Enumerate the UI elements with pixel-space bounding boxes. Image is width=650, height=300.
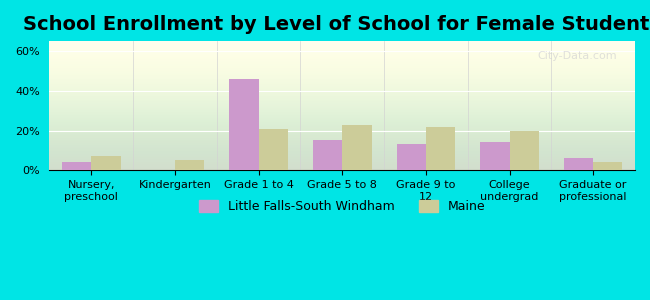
Bar [593, 162, 623, 170]
Bar [91, 156, 120, 170]
Legend: Little Falls-South Windham, Maine: Little Falls-South Windham, Maine [194, 195, 491, 218]
Bar [62, 162, 91, 170]
Bar [313, 140, 343, 170]
Bar [343, 124, 372, 170]
Bar [396, 144, 426, 170]
Bar [259, 128, 288, 170]
Bar [564, 158, 593, 170]
Bar [480, 142, 510, 170]
Text: City-Data.com: City-Data.com [538, 51, 618, 62]
Bar [426, 127, 455, 170]
Bar [229, 79, 259, 170]
Title: School Enrollment by Level of School for Female Students: School Enrollment by Level of School for… [23, 15, 650, 34]
Bar [175, 160, 204, 170]
Bar [510, 130, 539, 170]
